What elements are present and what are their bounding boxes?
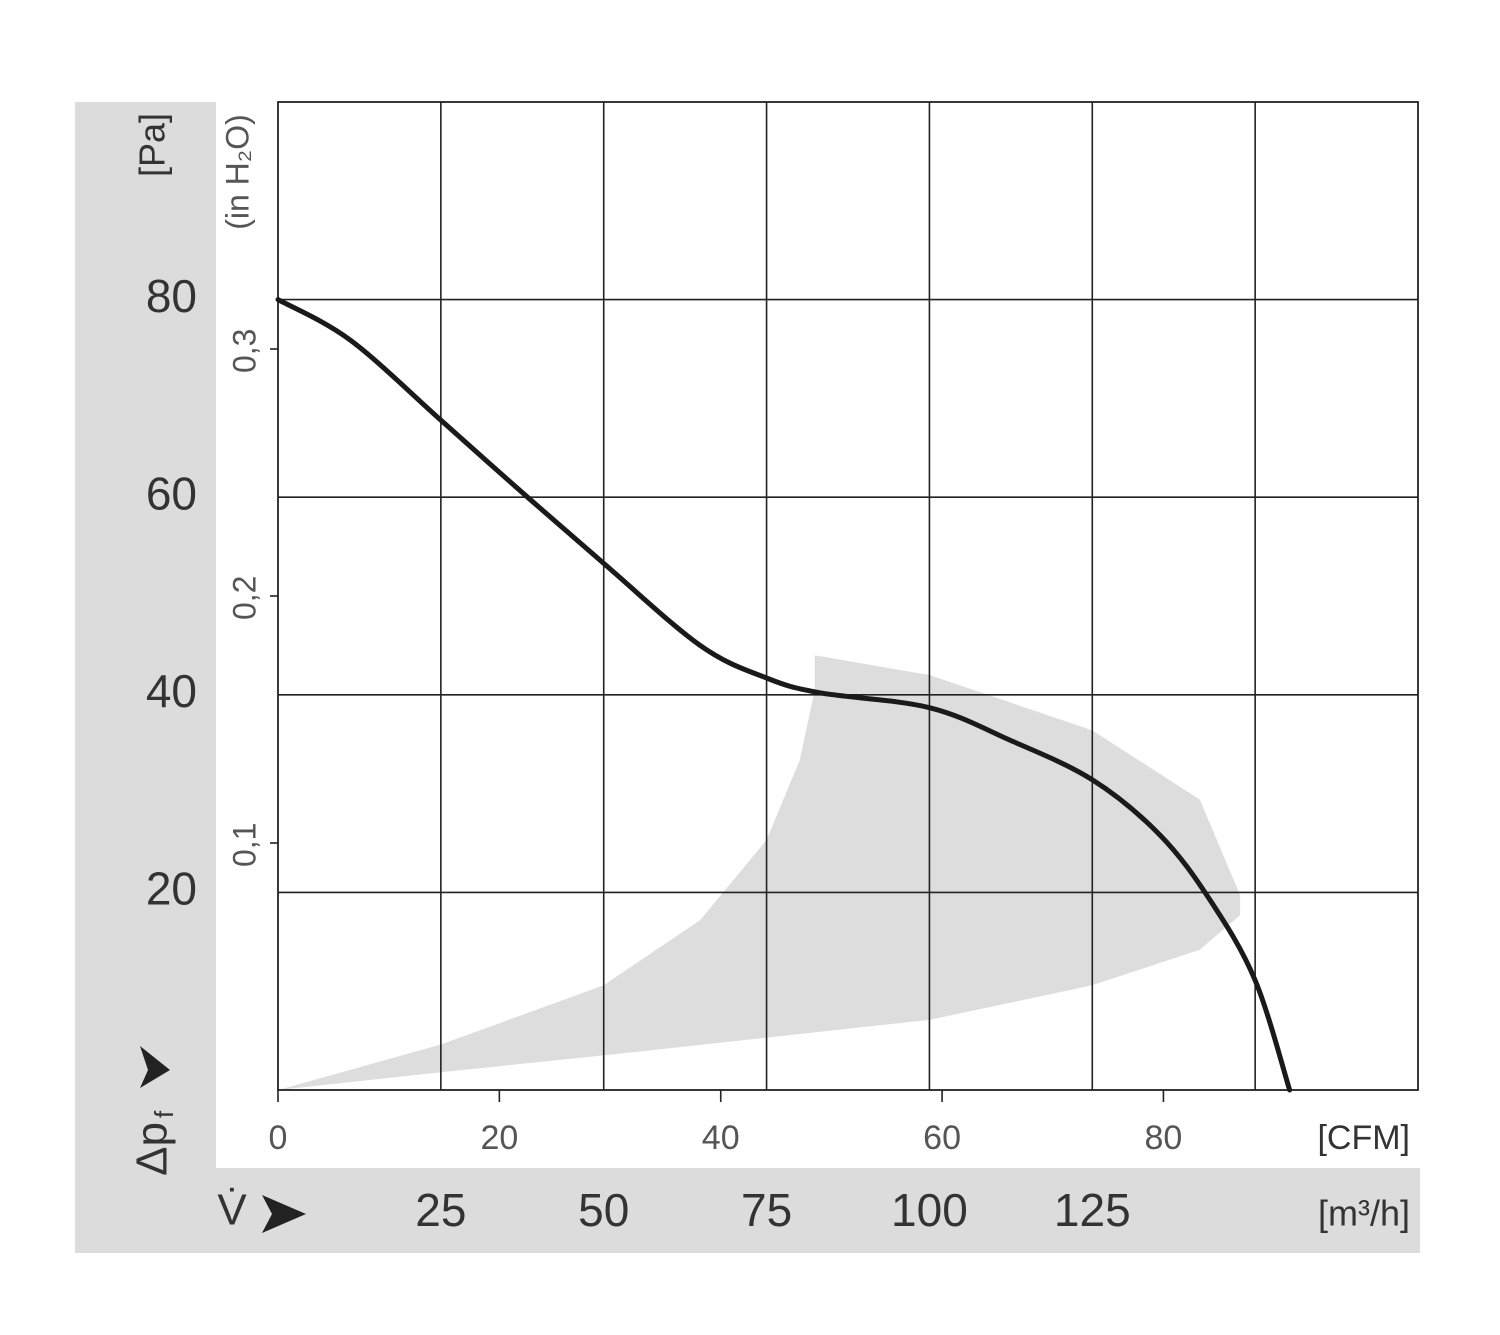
x2-tick-label: 40 [702, 1119, 740, 1157]
y-label: Δp [128, 1122, 177, 1176]
y-arrow [140, 1046, 170, 1088]
x2-tick-label: 80 [1145, 1119, 1183, 1157]
x-unit: [m³/h] [1318, 1193, 1410, 1234]
y2-tick-label: 0,2 [226, 576, 262, 620]
y-label-sub: f [149, 1110, 179, 1118]
y2-tick-label: 0,3 [226, 329, 262, 373]
y-tick-label: 80 [146, 270, 197, 322]
plot [275, 101, 1419, 1093]
y-tick-label: 60 [146, 467, 197, 519]
x2-tick-label: 60 [923, 1119, 961, 1157]
x-label: V̇ [217, 1186, 247, 1235]
y-tick-label: 40 [146, 665, 197, 717]
x-tick-label: 100 [891, 1184, 968, 1236]
x2-unit: [CFM] [1317, 1119, 1410, 1157]
curve [275, 297, 1293, 1093]
x-tick-label: 25 [415, 1184, 466, 1236]
y2-unit: (in H₂O) [219, 114, 255, 230]
x-axis-band [216, 1168, 1420, 1253]
x-tick-label: 75 [741, 1184, 792, 1236]
y-unit: [Pa] [132, 113, 173, 177]
operating-range [278, 655, 1241, 1090]
y2-tick-label: 0,1 [226, 823, 262, 867]
x-tick-label: 50 [578, 1184, 629, 1236]
x-arrow [262, 1195, 306, 1233]
y-tick-label: 20 [146, 863, 197, 915]
x2-tick-label: 20 [480, 1119, 518, 1157]
x-tick-label: 125 [1054, 1184, 1131, 1236]
x2-tick-label: 0 [269, 1119, 288, 1157]
